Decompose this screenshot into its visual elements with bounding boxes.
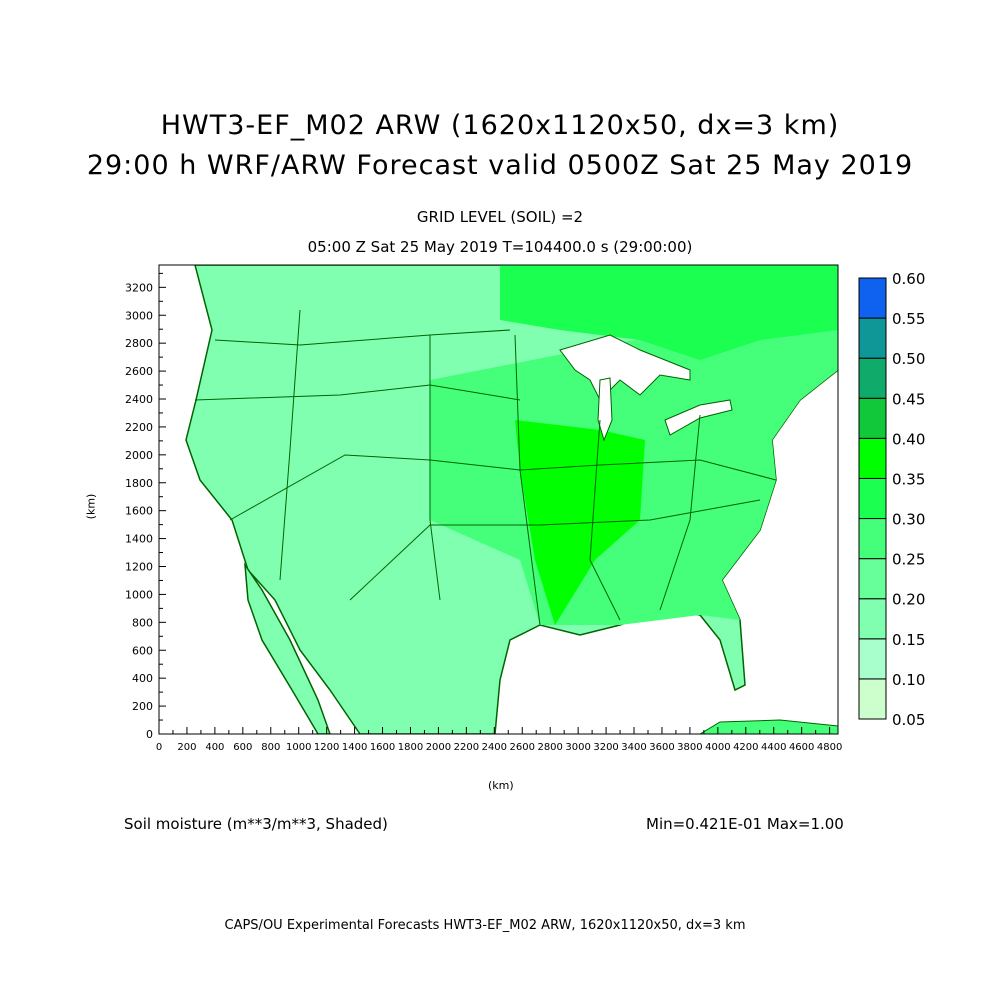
y-tick-label: 400 xyxy=(132,672,153,685)
y-tick-label: 0 xyxy=(146,728,153,741)
y-tick-label: 3000 xyxy=(125,309,153,322)
colorbar-swatch xyxy=(858,317,887,359)
x-tick-label: 4600 xyxy=(789,742,814,753)
wet-region-canada xyxy=(500,265,838,360)
x-tick-label: 4800 xyxy=(817,742,842,753)
x-tick-label: 3000 xyxy=(565,742,590,753)
y-tick-label: 600 xyxy=(132,644,153,657)
great-lakes xyxy=(559,334,691,401)
y-tick-label: 1800 xyxy=(125,477,153,490)
x-tick-label: 400 xyxy=(205,742,224,753)
x-tick-label: 1800 xyxy=(398,742,423,753)
y-tick-label: 2800 xyxy=(125,337,153,350)
lake-erie-ontario xyxy=(664,399,733,436)
title-line-2: 29:00 h WRF/ARW Forecast valid 0500Z Sat… xyxy=(86,150,914,181)
colorbar-swatch xyxy=(858,397,887,439)
x-tick-label: 4400 xyxy=(761,742,786,753)
wettest-region-midwest xyxy=(515,420,645,625)
y-tick-label: 800 xyxy=(132,616,153,629)
x-tick-label: 2000 xyxy=(426,742,451,753)
x-tick-label: 1200 xyxy=(314,742,339,753)
x-tick-label: 3800 xyxy=(677,742,702,753)
x-tick-label: 0 xyxy=(156,742,162,753)
colorbar-swatch xyxy=(858,357,887,399)
y-tick-label: 2000 xyxy=(125,449,153,462)
colorbar-label: 0.10 xyxy=(892,671,925,689)
x-tick-label: 4200 xyxy=(733,742,758,753)
colorbar-label: 0.20 xyxy=(892,591,925,609)
x-axis-label: (km) xyxy=(488,779,514,792)
x-tick-label: 200 xyxy=(177,742,196,753)
lake-michigan xyxy=(597,377,613,442)
grid-level-subtitle: GRID LEVEL (SOIL) =2 xyxy=(416,208,584,226)
credit-footer: CAPS/OU Experimental Forecasts HWT3-EF_M… xyxy=(224,918,746,933)
y-tick-label: 200 xyxy=(132,700,153,713)
x-tick-label: 2600 xyxy=(510,742,535,753)
x-tick-label: 800 xyxy=(261,742,280,753)
state-borders xyxy=(194,309,777,626)
title-line-1: HWT3-EF_M02 ARW (1620x1120x50, dx=3 km) xyxy=(160,110,840,141)
field-description: Soil moisture (m**3/m**3, Shaded) xyxy=(124,815,388,833)
colorbar-swatch xyxy=(858,678,887,720)
colorbar-label: 0.45 xyxy=(892,390,925,408)
colorbar-label: 0.50 xyxy=(892,350,925,368)
y-tick-label: 2600 xyxy=(125,365,153,378)
y-tick-label: 1600 xyxy=(125,505,153,518)
x-tick-label: 3400 xyxy=(621,742,646,753)
y-tick-label: 1400 xyxy=(125,533,153,546)
x-tick-label: 2200 xyxy=(454,742,479,753)
colorbar-swatch xyxy=(858,477,887,520)
colorbar-label: 0.35 xyxy=(892,470,925,488)
y-tick-label: 2400 xyxy=(125,393,153,406)
colorbar-swatch xyxy=(858,277,887,319)
colorbar-swatch xyxy=(858,518,887,560)
colorbar-label: 0.25 xyxy=(892,551,925,569)
x-tick-label: 1600 xyxy=(370,742,395,753)
colorbar-label: 0.55 xyxy=(892,310,925,328)
x-tick-label: 4000 xyxy=(705,742,730,753)
x-tick-label: 2800 xyxy=(537,742,562,753)
y-tick-label: 3200 xyxy=(125,281,153,294)
colorbar-swatch xyxy=(858,558,887,600)
x-tick-label: 3200 xyxy=(593,742,618,753)
min-max-readout: Min=0.421E-01 Max=1.00 xyxy=(646,815,844,833)
x-tick-label: 2400 xyxy=(482,742,507,753)
colorbar-label: 0.15 xyxy=(892,631,925,649)
x-tick-label: 600 xyxy=(233,742,252,753)
x-tick-label: 1400 xyxy=(342,742,367,753)
baja-peninsula xyxy=(244,562,331,734)
colorbar-label: 0.05 xyxy=(892,711,925,729)
y-tick-label: 2200 xyxy=(125,421,153,434)
x-tick-label: 1000 xyxy=(286,742,311,753)
colorbar-label: 0.30 xyxy=(892,511,925,529)
colorbar-swatch xyxy=(858,598,887,640)
x-tick-label: 3600 xyxy=(649,742,674,753)
colorbar-label: 0.60 xyxy=(892,270,925,288)
y-tick-label: 1200 xyxy=(125,561,153,574)
colorbar-swatch xyxy=(858,638,887,680)
colorbar-swatch xyxy=(858,437,887,479)
y-tick-label: 1000 xyxy=(125,588,153,601)
cuba xyxy=(699,719,838,734)
valid-time-subtitle: 05:00 Z Sat 25 May 2019 T=104400.0 s (29… xyxy=(307,238,693,256)
y-axis-label: (km) xyxy=(84,493,98,520)
colorbar-label: 0.40 xyxy=(892,430,925,448)
